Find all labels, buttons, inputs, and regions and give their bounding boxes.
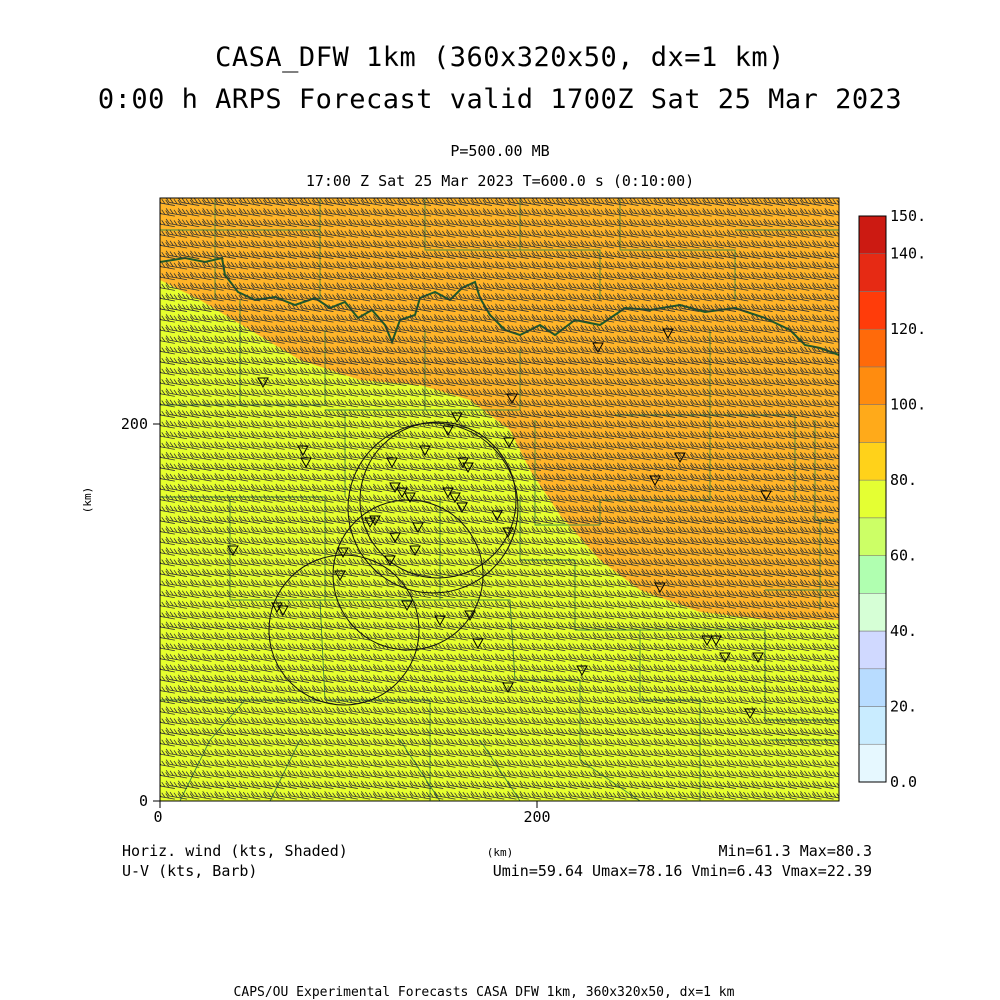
station-marker bbox=[760, 490, 772, 502]
colorbar-swatch bbox=[858, 479, 887, 519]
footer-credit: CAPS/OU Experimental Forecasts CASA DFW … bbox=[233, 985, 735, 1000]
station-marker bbox=[592, 342, 604, 354]
colorbar-tick-label: 120. bbox=[890, 320, 926, 338]
station-marker bbox=[654, 582, 666, 594]
pressure-level: P=500.00 MB bbox=[450, 142, 550, 160]
station-marker bbox=[412, 522, 424, 534]
station-marker bbox=[744, 708, 756, 720]
colorbar-tick-label: 20. bbox=[890, 698, 917, 716]
station-marker bbox=[662, 328, 674, 340]
colorbar-frame bbox=[858, 215, 887, 783]
axes: 0 200 0 200 (km) (km) bbox=[81, 415, 551, 859]
y-tick-200: 200 bbox=[121, 415, 148, 433]
high-wind-region bbox=[160, 198, 839, 620]
station-marker bbox=[502, 527, 514, 539]
shade-label: Horiz. wind (kts, Shaded) bbox=[122, 842, 348, 860]
station-marker bbox=[257, 377, 269, 389]
colorbar-swatch bbox=[858, 328, 887, 368]
station-marker bbox=[442, 425, 454, 437]
barb-label: U-V (kts, Barb) bbox=[122, 862, 257, 880]
station-marker bbox=[576, 665, 588, 677]
station-marker bbox=[752, 652, 764, 664]
colorbar-swatch bbox=[858, 744, 887, 783]
colorbar-tick-label: 60. bbox=[890, 547, 917, 565]
station-marker bbox=[701, 635, 713, 647]
station-marker bbox=[472, 638, 484, 650]
min-max-label: Min=61.3 Max=80.3 bbox=[718, 842, 872, 860]
station-marker bbox=[434, 615, 446, 627]
station-marker bbox=[649, 475, 661, 487]
station-marker bbox=[297, 445, 309, 457]
colorbar-tick-label: 140. bbox=[890, 245, 926, 263]
station-marker bbox=[384, 555, 396, 567]
uv-stats-label: Umin=59.64 Umax=78.16 Vmin=6.43 Vmax=22.… bbox=[493, 862, 872, 880]
station-marker bbox=[300, 457, 312, 469]
colorbar-swatch bbox=[858, 404, 887, 443]
station-marker bbox=[337, 547, 349, 559]
station-marker bbox=[389, 532, 401, 544]
x-axis-label: (km) bbox=[487, 846, 514, 859]
colorbar-swatch bbox=[858, 593, 887, 632]
valid-time: 17:00 Z Sat 25 Mar 2023 T=600.0 s (0:10:… bbox=[305, 172, 695, 190]
station-marker bbox=[491, 510, 503, 522]
colorbar-swatch bbox=[858, 706, 887, 745]
x-tick-0: 0 bbox=[153, 808, 162, 826]
station-marker bbox=[334, 570, 346, 582]
y-axis-label: (km) bbox=[81, 487, 94, 514]
radar-station-markers bbox=[227, 328, 772, 720]
station-marker bbox=[401, 600, 413, 612]
colorbar-labels: 0.0 20. 40. 60. 80. 100. 120. 140. 150. bbox=[890, 207, 926, 791]
station-marker bbox=[449, 492, 461, 504]
station-marker bbox=[674, 452, 686, 464]
station-marker bbox=[404, 492, 416, 504]
station-marker bbox=[502, 682, 514, 694]
x-tick-200: 200 bbox=[523, 808, 550, 826]
legend: Horiz. wind (kts, Shaded) U-V (kts, Barb… bbox=[122, 842, 872, 880]
colorbar-tick-label: 40. bbox=[890, 622, 917, 640]
colorbar-swatch bbox=[858, 215, 887, 254]
station-marker bbox=[451, 412, 463, 424]
colorbar-tick-label: 80. bbox=[890, 471, 917, 489]
station-marker bbox=[409, 545, 421, 557]
station-marker bbox=[462, 462, 474, 474]
colorbar-tick-label: 150. bbox=[890, 207, 926, 225]
station-marker bbox=[464, 610, 476, 622]
station-marker bbox=[503, 437, 515, 449]
station-marker bbox=[271, 602, 283, 614]
y-tick-0: 0 bbox=[139, 792, 148, 810]
station-marker bbox=[227, 545, 239, 557]
station-marker bbox=[277, 605, 289, 617]
colorbar-tick-label: 0.0 bbox=[890, 773, 917, 791]
title-line2: 0:00 h ARPS Forecast valid 1700Z Sat 25 … bbox=[97, 84, 903, 115]
colorbar bbox=[858, 215, 887, 783]
plot-frame bbox=[159, 197, 840, 802]
colorbar-swatch bbox=[858, 555, 887, 594]
station-marker bbox=[369, 515, 381, 527]
station-marker bbox=[719, 652, 731, 664]
colorbar-swatch bbox=[858, 517, 887, 556]
colorbar-swatch bbox=[858, 253, 887, 292]
colorbar-swatch bbox=[858, 366, 887, 405]
colorbar-swatch bbox=[858, 291, 887, 330]
colorbar-swatch bbox=[858, 668, 887, 707]
station-marker bbox=[506, 393, 518, 405]
colorbar-tick-label: 100. bbox=[890, 396, 926, 414]
colorbar-swatch bbox=[858, 630, 887, 670]
colorbar-swatch bbox=[858, 442, 887, 481]
station-marker bbox=[710, 635, 722, 647]
station-marker bbox=[419, 445, 431, 457]
title-line1: CASA_DFW 1km (360x320x50, dx=1 km) bbox=[215, 42, 785, 73]
station-marker bbox=[364, 517, 376, 529]
station-marker bbox=[456, 502, 468, 514]
station-marker bbox=[386, 457, 398, 469]
